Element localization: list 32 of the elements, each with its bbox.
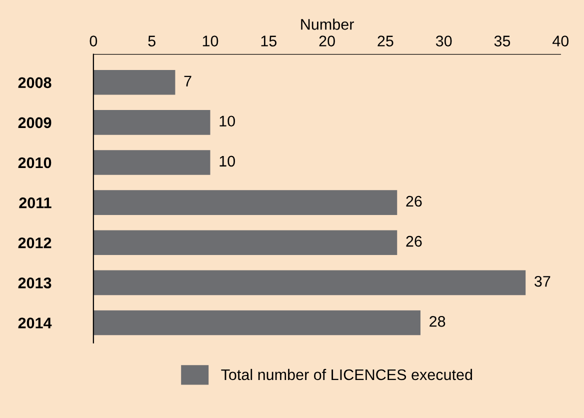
x-tick-label: 30 — [436, 36, 452, 46]
data-label: 26 — [406, 196, 422, 207]
bar — [93, 310, 420, 336]
y-tick-label: 2011 — [19, 197, 52, 208]
y-tick-label: 2013 — [18, 278, 52, 288]
data-label: 37 — [534, 276, 550, 287]
bar — [93, 110, 210, 135]
x-axis-title: Number — [301, 18, 354, 30]
y-tick-label: 2010 — [18, 157, 52, 168]
bar — [93, 150, 210, 175]
x-tick-label: 20 — [319, 36, 335, 46]
x-tick-label: 40 — [552, 36, 569, 46]
data-label: 10 — [220, 116, 235, 127]
x-tick-label: 5 — [148, 36, 156, 46]
y-tick-label: 2012 — [18, 237, 52, 248]
x-tick-label: 25 — [378, 36, 394, 46]
x-tick-label: 35 — [494, 36, 510, 46]
bar — [93, 230, 398, 256]
bar — [93, 190, 398, 215]
data-label: 28 — [430, 316, 446, 327]
bar — [93, 270, 526, 296]
x-tick-label: 0 — [90, 36, 98, 46]
bar — [93, 70, 176, 95]
data-label: 10 — [220, 156, 235, 167]
y-tick-label: 2014 — [18, 318, 52, 328]
data-label: 26 — [406, 236, 422, 247]
x-tick-label: 10 — [202, 36, 218, 46]
x-tick-label: 15 — [261, 36, 276, 46]
legend-label: Total number of LICENCES executed — [221, 368, 472, 380]
y-tick-label: 2009 — [18, 117, 52, 128]
y-tick-label: 2008 — [18, 77, 52, 88]
data-label: 7 — [184, 76, 192, 86]
